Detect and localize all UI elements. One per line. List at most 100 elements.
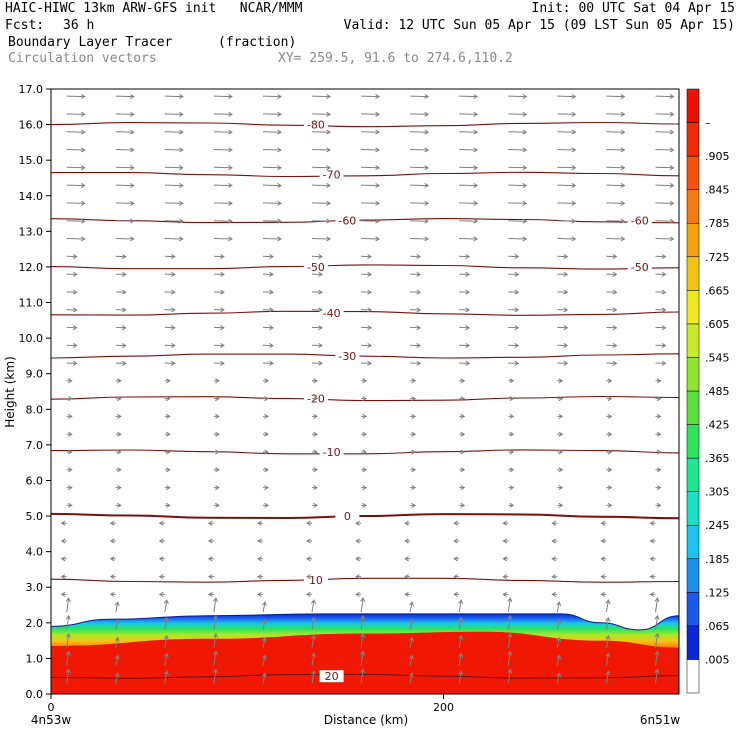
circulation-vector [606,485,613,491]
circulation-vector [508,413,515,419]
circulation-vector [453,591,460,597]
circulation-vector [600,520,607,526]
circulation-vector [312,467,318,473]
circulation-vector [312,413,318,419]
colorbar-label: .305 [705,486,730,499]
circulation-vector [458,670,464,684]
circulation-vector [557,467,564,473]
circulation-vector [164,253,176,260]
colorbar-label: – [705,117,711,130]
circulation-vector [212,650,218,666]
y-tick-label: 9.0 [26,368,44,381]
circulation-vector [212,614,218,630]
circulation-vector [557,271,569,277]
contour-label-bg [319,446,344,458]
circulation-vector [508,236,528,242]
circulation-vector [410,253,422,260]
circulation-vector [257,556,263,562]
contour-label-bg [319,307,344,320]
circulation-vector [109,520,116,526]
circulation-vector [311,342,323,349]
circulation-vector [164,325,176,331]
circulation-vector [655,111,675,117]
circulation-vector [557,147,577,153]
circulation-vector [164,307,176,313]
circulation-vector [361,147,381,153]
circulation-vector [207,520,214,526]
y-tick-label: 2.0 [26,617,44,630]
circulation-vector [557,307,569,313]
circulation-vector [115,165,135,171]
circulation-vector [115,111,135,117]
contour-label: -10 [323,446,341,459]
circulation-vector [459,253,471,260]
circulation-vector [502,538,509,544]
circulation-vector [115,467,122,473]
circulation-vector [207,591,214,597]
circulation-vector [212,668,218,684]
circulation-vector [410,413,417,419]
circulation-vector [409,618,414,630]
valid-time: Valid: 12 UTC Sun 05 Apr 15 (09 LST Sun … [343,18,735,33]
circulation-vector [65,650,71,666]
contour-label-bg [335,214,360,227]
y-tick-label: 17.0 [19,83,44,96]
circulation-vector [551,556,558,562]
circulation-vector [109,591,116,597]
circulation-vector [508,289,520,295]
circulation-vector [410,165,430,171]
circulation-vector [66,93,86,100]
circulation-vector [262,182,282,189]
circulation-vector [508,165,528,171]
circulation-vector [453,520,460,526]
circulation-vector [262,200,282,206]
circulation-vector [410,182,430,189]
circulation-vector [600,591,607,597]
circulation-vector [66,396,73,402]
circulation-vector [606,342,618,349]
circulation-vector [502,574,509,580]
circulation-vector [606,449,613,455]
circulation-vector [66,467,73,473]
circulation-vector [655,253,667,260]
circulation-vector [655,431,662,437]
colorbar-label: .605 [705,318,730,331]
circulation-vector [213,253,225,260]
circulation-vector [507,650,513,666]
colorbar-swatch [686,424,700,459]
circulation-vector [655,467,662,473]
circulation-vector [655,396,662,402]
circulation-vector [311,599,316,613]
y-tick-label: 13.0 [19,225,44,238]
circulation-vector [605,634,611,648]
circulation-vector [557,129,577,135]
circulation-vector [213,431,220,437]
circulation-vector [312,378,318,384]
circulation-vector [410,93,430,100]
circulation-vector [263,485,269,491]
colorbar-label: .545 [705,351,730,364]
circulation-vector [158,591,165,597]
circulation-vector [605,652,611,666]
colorbar-swatch [686,222,700,258]
circulation-vector [361,378,368,384]
circulation-vector [459,111,479,117]
circulation-vector [213,147,233,153]
circulation-vector [262,218,282,224]
circulation-vector [409,654,414,666]
circulation-vector [404,591,411,597]
circulation-vector [606,236,626,242]
colorbar-label: .845 [705,184,730,197]
circulation-vector [164,431,171,437]
circulation-vector [115,182,135,189]
circulation-vector [311,289,323,295]
circulation-vector [459,342,471,349]
circulation-vector [655,342,667,349]
colorbar-swatch [686,256,700,291]
colorbar-swatch [686,357,700,392]
circulation-vector [410,360,422,366]
circulation-vector [207,574,214,580]
circulation-vector [655,502,662,508]
contour-label: -80 [307,119,325,132]
temperature-contour [51,512,679,520]
